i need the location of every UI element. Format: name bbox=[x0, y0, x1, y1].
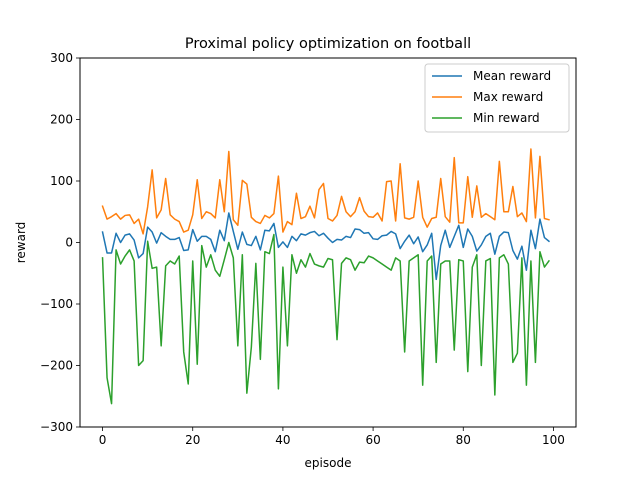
y-tick-label: 300 bbox=[50, 51, 73, 65]
y-tick-label: −300 bbox=[40, 420, 73, 434]
series-line-min-reward bbox=[101, 233, 550, 405]
y-tick-label: −100 bbox=[40, 297, 73, 311]
y-tick-label: 100 bbox=[50, 174, 73, 188]
legend-label: Max reward bbox=[473, 90, 543, 104]
series-line-max-reward bbox=[101, 148, 550, 235]
legend-box bbox=[424, 63, 570, 133]
x-tick-label: 100 bbox=[542, 433, 565, 447]
series-layer bbox=[101, 148, 551, 405]
x-tick-label: 80 bbox=[456, 433, 471, 447]
x-tick-label: 0 bbox=[99, 433, 107, 447]
legend-label: Min reward bbox=[473, 111, 540, 125]
x-tick-label: 60 bbox=[365, 433, 380, 447]
y-tick-label: 200 bbox=[50, 113, 73, 127]
x-axis: 0 20 40 60 80 100 bbox=[99, 427, 565, 447]
x-tick-label: 20 bbox=[185, 433, 200, 447]
y-tick-label: 0 bbox=[65, 236, 73, 250]
legend: Mean reward Max reward Min reward bbox=[424, 63, 570, 133]
legend-label: Mean reward bbox=[473, 69, 551, 83]
series-line-mean-reward bbox=[101, 212, 551, 281]
y-tick-label: −200 bbox=[40, 359, 73, 373]
chart-title: Proximal policy optimization on football bbox=[185, 36, 471, 52]
y-axis-label: reward bbox=[14, 222, 28, 264]
x-tick-label: 40 bbox=[275, 433, 290, 447]
y-axis: −300 −200 −100 0 100 200 300 bbox=[40, 51, 80, 434]
x-axis-label: episode bbox=[305, 456, 352, 470]
